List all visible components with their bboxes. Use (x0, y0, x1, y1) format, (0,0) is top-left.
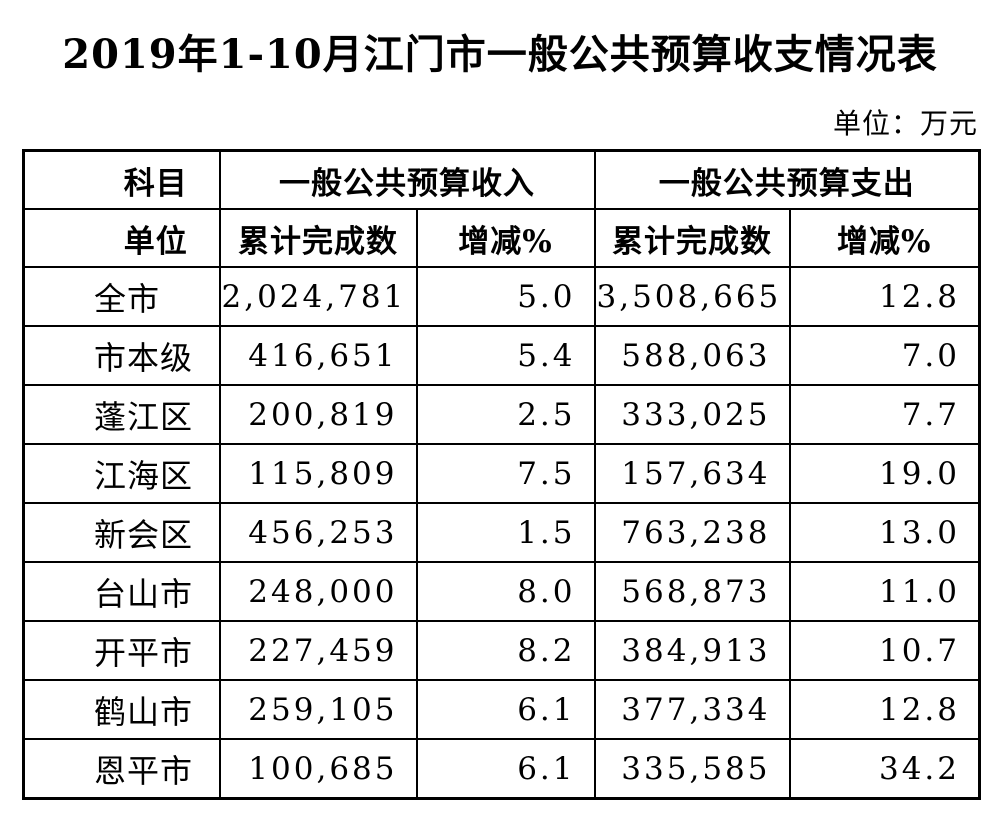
income-change-value: 5.0 (415, 266, 596, 327)
expense-change-value: 10.7 (788, 620, 981, 681)
income-change-value: 2.5 (415, 384, 596, 445)
table-row: 开平市 227,459 8.2 384,913 10.7 (22, 620, 981, 681)
table-row: 市本级 416,651 5.4 588,063 7.0 (22, 325, 981, 386)
table-row: 鹤山市 259,105 6.1 377,334 12.8 (22, 679, 981, 740)
region-name: 新会区 (22, 502, 221, 563)
header-expense-change: 增减% (788, 208, 981, 268)
income-value: 248,000 (218, 561, 418, 622)
header-expense-cumulative: 累计完成数 (593, 208, 791, 268)
expense-value: 377,334 (593, 679, 791, 740)
expense-change-value: 13.0 (788, 502, 981, 563)
income-change-value: 6.1 (415, 679, 596, 740)
budget-table: 科目 一般公共预算收入 一般公共预算支出 单位 累计完成数 增减% 累计完成数 … (22, 149, 981, 800)
expense-change-value: 7.7 (788, 384, 981, 445)
header-row-columns: 单位 累计完成数 增减% 累计完成数 增减% (22, 208, 981, 268)
page-title: 2019年1-10月江门市一般公共预算收支情况表 (62, 31, 938, 78)
table-row: 江海区 115,809 7.5 157,634 19.0 (22, 443, 981, 504)
expense-change-value: 19.0 (788, 443, 981, 504)
income-value: 115,809 (218, 443, 418, 504)
expense-change-value: 11.0 (788, 561, 981, 622)
income-change-value: 5.4 (415, 325, 596, 386)
table-header: 科目 一般公共预算收入 一般公共预算支出 单位 累计完成数 增减% 累计完成数 … (22, 149, 981, 268)
header-row-groups: 科目 一般公共预算收入 一般公共预算支出 (22, 149, 981, 210)
region-name: 恩平市 (22, 738, 221, 800)
income-value: 100,685 (218, 738, 418, 800)
expense-value: 335,585 (593, 738, 791, 800)
header-income-cumulative: 累计完成数 (218, 208, 418, 268)
header-subject: 科目 (22, 149, 221, 210)
expense-value: 157,634 (593, 443, 791, 504)
expense-change-value: 7.0 (788, 325, 981, 386)
income-change-value: 8.0 (415, 561, 596, 622)
expense-change-value: 12.8 (788, 266, 981, 327)
region-name: 全市 (22, 266, 221, 327)
expense-value: 588,063 (593, 325, 791, 386)
region-name: 台山市 (22, 561, 221, 622)
income-value: 227,459 (218, 620, 418, 681)
income-value: 2,024,781 (218, 266, 418, 327)
table-row: 台山市 248,000 8.0 568,873 11.0 (22, 561, 981, 622)
region-name: 江海区 (22, 443, 221, 504)
table-body: 全市 2,024,781 5.0 3,508,665 12.8 市本级 416,… (22, 266, 981, 800)
income-value: 200,819 (218, 384, 418, 445)
region-name: 蓬江区 (22, 384, 221, 445)
region-name: 鹤山市 (22, 679, 221, 740)
region-name: 开平市 (22, 620, 221, 681)
table-row: 恩平市 100,685 6.1 335,585 34.2 (22, 738, 981, 800)
income-value: 416,651 (218, 325, 418, 386)
expense-change-value: 34.2 (788, 738, 981, 800)
income-change-value: 8.2 (415, 620, 596, 681)
expense-change-value: 12.8 (788, 679, 981, 740)
expense-value: 333,025 (593, 384, 791, 445)
income-change-value: 1.5 (415, 502, 596, 563)
header-income-change: 增减% (415, 208, 596, 268)
income-change-value: 7.5 (415, 443, 596, 504)
expense-value: 568,873 (593, 561, 791, 622)
table-row: 蓬江区 200,819 2.5 333,025 7.7 (22, 384, 981, 445)
expense-value: 763,238 (593, 502, 791, 563)
expense-value: 384,913 (593, 620, 791, 681)
header-income-group: 一般公共预算收入 (218, 149, 596, 210)
income-value: 456,253 (218, 502, 418, 563)
table-row: 全市 2,024,781 5.0 3,508,665 12.8 (22, 266, 981, 327)
income-value: 259,105 (218, 679, 418, 740)
unit-note: 单位：万元 (832, 107, 978, 140)
header-expense-group: 一般公共预算支出 (593, 149, 981, 210)
region-name: 市本级 (22, 325, 221, 386)
table-row: 新会区 456,253 1.5 763,238 13.0 (22, 502, 981, 563)
header-unit: 单位 (22, 208, 221, 268)
income-change-value: 6.1 (415, 738, 596, 800)
expense-value: 3,508,665 (593, 266, 791, 327)
